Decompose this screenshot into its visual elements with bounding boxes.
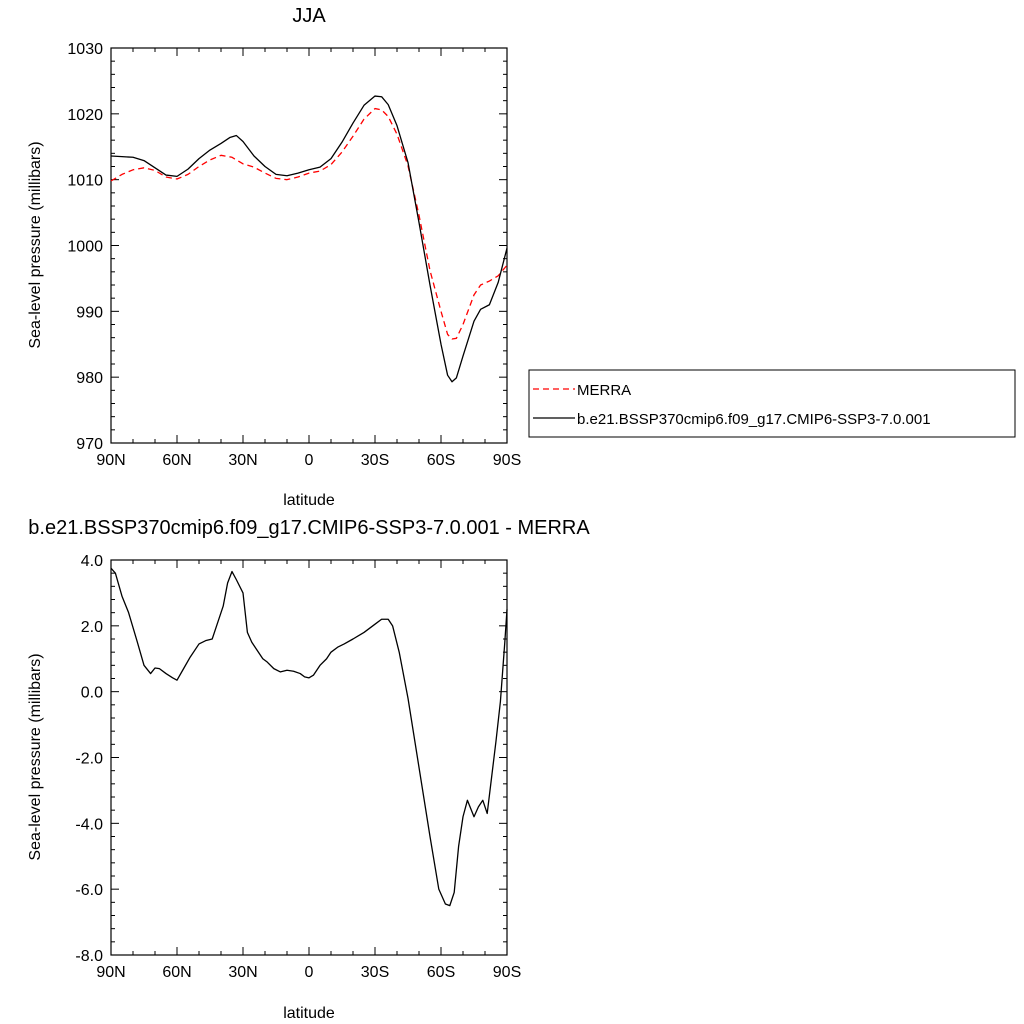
y-tick-label: -6.0: [75, 882, 103, 899]
bottom-x-axis-label: latitude: [283, 1005, 335, 1022]
bottom-axes: 90N 60N 30N 0 30S 60S 90S 4.0 2.0 0.0 -2.0 -4.0 -6.0…: [75, 553, 521, 981]
plot-frame: [110, 559, 508, 956]
y-tick-label: -4.0: [75, 816, 103, 833]
x-tick-label: 60N: [162, 964, 191, 981]
y-tick-label: 2.0: [81, 619, 103, 636]
x-tick-label: 90N: [96, 452, 125, 469]
legend-label-merra: MERRA: [577, 382, 631, 399]
x-tick-label: 90S: [493, 452, 521, 469]
plot-frame: [110, 47, 508, 444]
y-tick-label: 970: [76, 436, 103, 453]
x-tick-label: 60N: [162, 452, 191, 469]
bottom-panel: b.e21.BSSP370cmip6.f09_g17.CMIP6-SSP3-7.…: [27, 517, 590, 1022]
x-tick-label: 30S: [361, 964, 389, 981]
y-tick-label: 1010: [67, 173, 103, 190]
legend-label-model: b.e21.BSSP370cmip6.f09_g17.CMIP6-SSP3-7.…: [577, 411, 931, 428]
y-tick-label: 0.0: [81, 685, 103, 702]
top-axes: 90N 60N 30N 0 30S 60S 90S 1030 1020 1010 1000 990 98…: [67, 41, 521, 469]
bottom-series-lines: [110, 567, 508, 907]
y-tick-label: 990: [76, 304, 103, 321]
bottom-y-axis-label: Sea-level pressure (millibars): [27, 653, 44, 860]
x-tick-label: 30N: [228, 452, 257, 469]
y-tick-label: -8.0: [75, 948, 103, 965]
x-tick-label: 60S: [427, 452, 455, 469]
y-tick-label: 980: [76, 370, 103, 387]
y-tick-label: -2.0: [75, 751, 103, 768]
y-tick-label: 1020: [67, 107, 103, 124]
bottom-chart-title: b.e21.BSSP370cmip6.f09_g17.CMIP6-SSP3-7.…: [28, 517, 590, 539]
top-y-axis-label: Sea-level pressure (millibars): [27, 141, 44, 348]
x-tick-label: 90S: [493, 964, 521, 981]
x-tick-label: 0: [305, 964, 314, 981]
series-line-merra: [110, 107, 508, 340]
y-tick-label: 1000: [67, 239, 103, 256]
x-tick-label: 90N: [96, 964, 125, 981]
top-chart-title: JJA: [292, 5, 326, 27]
series-line-model: [110, 95, 508, 383]
legend-box: [528, 369, 1016, 438]
top-series-lines: [110, 95, 508, 383]
x-tick-label: 60S: [427, 964, 455, 981]
legend: MERRA b.e21.BSSP370cmip6.f09_g17.CMIP6-S…: [528, 369, 1016, 438]
top-x-axis-label: latitude: [283, 492, 335, 509]
series-line-difference: [110, 567, 508, 907]
x-tick-label: 0: [305, 452, 314, 469]
x-tick-label: 30N: [228, 964, 257, 981]
x-tick-label: 30S: [361, 452, 389, 469]
top-panel: JJA latitude Sea-level pressure (milliba…: [27, 5, 521, 509]
y-tick-label: 1030: [67, 41, 103, 58]
y-tick-label: 4.0: [81, 553, 103, 570]
